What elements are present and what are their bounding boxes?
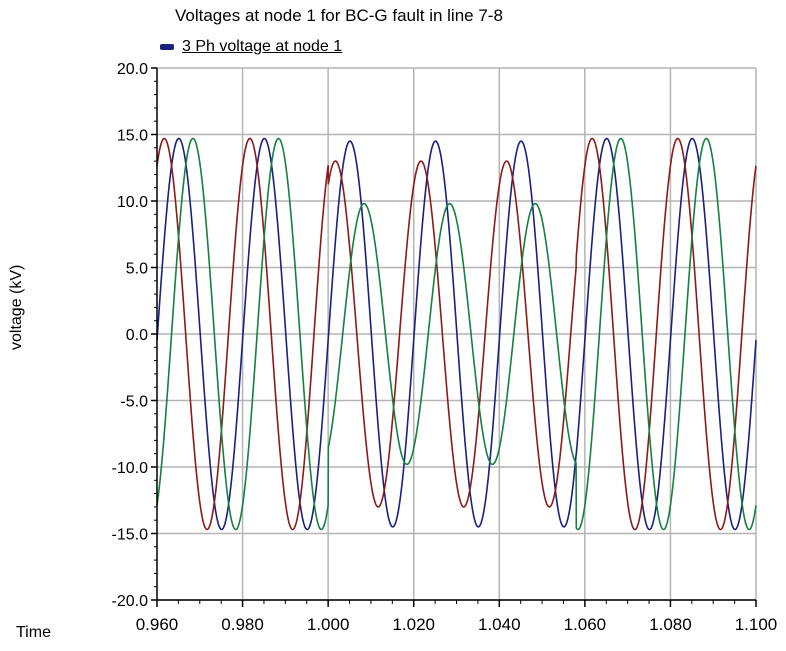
- x-axis-label: Time: [16, 624, 51, 641]
- x-tick-label: 0.980: [221, 615, 264, 634]
- y-tick-label: 0.0: [126, 327, 148, 344]
- series-group: [156, 137, 757, 531]
- y-tick-label: 5.0: [126, 261, 148, 278]
- series-line-phase-b: [156, 137, 757, 531]
- y-axis-label: voltage (kV): [8, 264, 25, 350]
- x-tick-label: 1.080: [649, 615, 692, 634]
- x-tick-label: 0.960: [136, 615, 179, 634]
- y-tick-label: -20.0: [112, 593, 149, 610]
- y-tick-label: 20.0: [117, 61, 148, 78]
- y-tick-label: -10.0: [112, 460, 149, 477]
- x-tick-label: 1.000: [307, 615, 350, 634]
- x-tick-label: 1.060: [564, 615, 607, 634]
- x-tick-label: 1.100: [735, 615, 778, 634]
- y-tick-label: -5.0: [120, 394, 148, 411]
- x-tick-label: 1.040: [478, 615, 521, 634]
- x-tick-label: 1.020: [392, 615, 435, 634]
- y-tick-label: 15.0: [117, 128, 148, 145]
- legend-swatch: [160, 44, 174, 50]
- y-tick-label: 10.0: [117, 194, 148, 211]
- legend[interactable]: 3 Ph voltage at node 1: [160, 38, 342, 56]
- series-line-phase-c: [156, 137, 757, 531]
- y-tick-label: -15.0: [112, 527, 149, 544]
- chart-title: Voltages at node 1 for BC-G fault in lin…: [175, 6, 503, 25]
- legend-label: 3 Ph voltage at node 1: [182, 38, 343, 55]
- axes: 20.0 15.0 10.0 5.0 0.0 -5.0 -10.0 -15.0 -20.0 0.9…: [112, 61, 778, 634]
